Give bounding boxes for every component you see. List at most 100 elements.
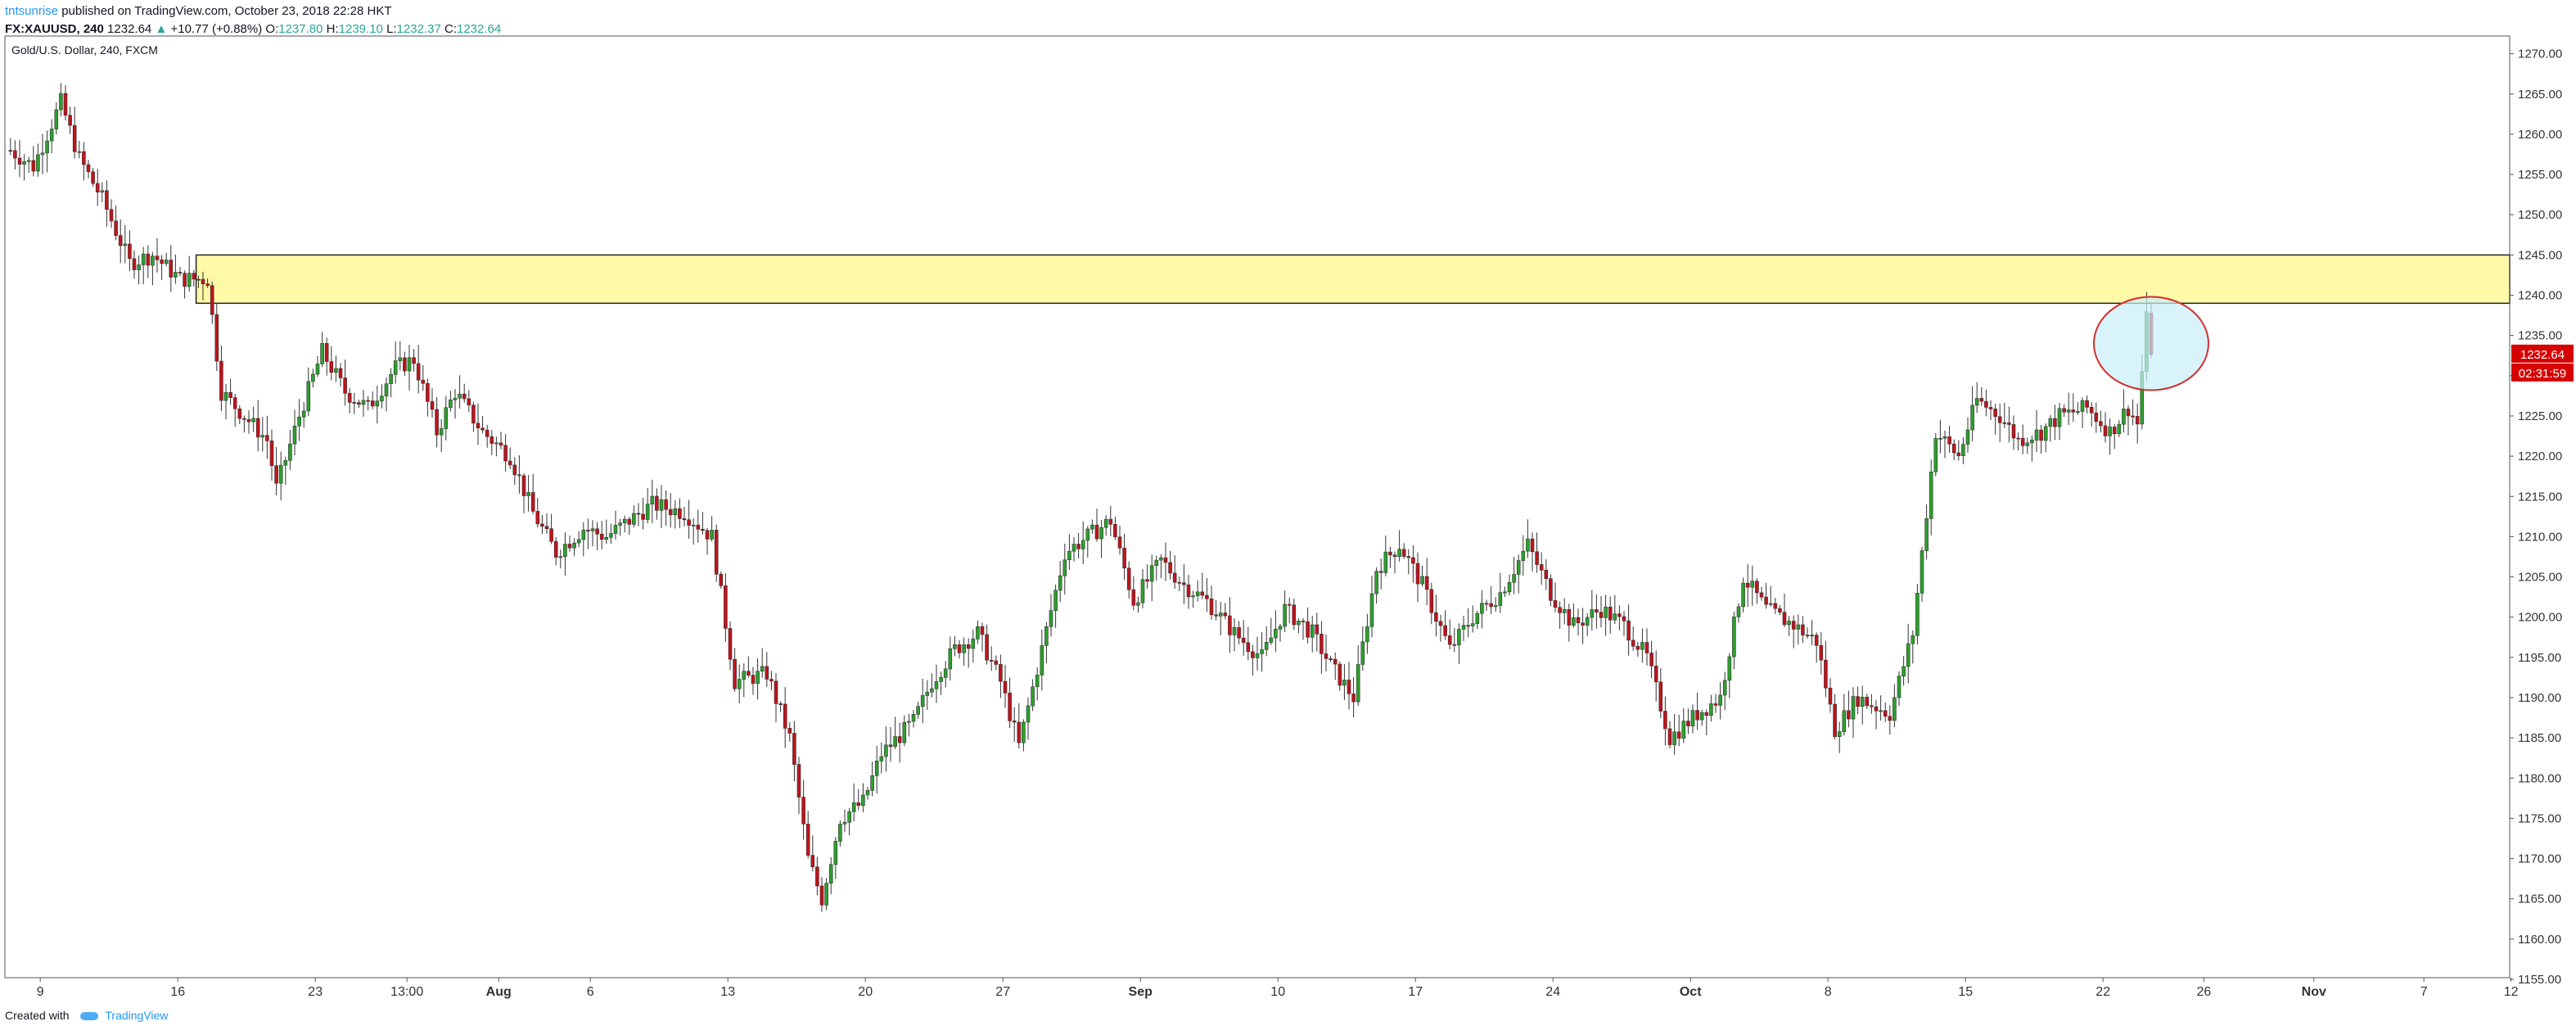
- candle-body: [494, 442, 499, 445]
- candle-body: [769, 679, 774, 682]
- candle-body: [696, 524, 701, 530]
- candle-body: [219, 360, 223, 401]
- candle-body: [237, 408, 242, 419]
- candle-body: [1310, 624, 1315, 638]
- author-link[interactable]: tntsunrise: [5, 4, 59, 18]
- candle-body: [1320, 634, 1324, 654]
- candle-body: [530, 492, 535, 512]
- candle-body: [1369, 593, 1374, 627]
- time-tick-label: 26: [2197, 985, 2212, 999]
- candle-body: [724, 585, 728, 629]
- candle-body: [1140, 579, 1145, 603]
- candle-body: [512, 464, 517, 476]
- candle-body: [2025, 442, 2030, 446]
- time-tick-label: 20: [858, 985, 873, 999]
- candle-body: [1572, 617, 1576, 626]
- candle-body: [1915, 593, 1920, 636]
- last-price-tag: [2511, 344, 2574, 363]
- candle-body: [879, 756, 884, 762]
- candle-body: [897, 736, 902, 743]
- candle-body: [49, 129, 54, 142]
- candle-body: [100, 190, 105, 192]
- candle-body: [888, 744, 893, 748]
- candle-body: [1383, 551, 1388, 573]
- candle-body: [449, 400, 453, 409]
- candle-body: [842, 821, 847, 825]
- candle-body: [1956, 452, 1961, 456]
- tradingview-link[interactable]: TradingView: [105, 1009, 169, 1022]
- candle-body: [192, 273, 196, 280]
- candle-body: [1315, 624, 1320, 635]
- candle-body: [1507, 581, 1512, 593]
- candle-body: [1232, 627, 1237, 635]
- candle-body: [650, 495, 655, 504]
- candle-body: [471, 405, 476, 424]
- time-tick-label: 22: [2096, 985, 2110, 999]
- candle-body: [1457, 629, 1461, 645]
- candle-body: [1186, 584, 1191, 598]
- price-tick-label: 1220.00: [2518, 450, 2562, 463]
- candle-body: [2089, 407, 2094, 414]
- candle-body: [966, 644, 971, 649]
- candle-body: [398, 357, 403, 361]
- candle-body: [1195, 591, 1200, 596]
- open-label: O:: [265, 22, 279, 36]
- chart-frame: [4, 35, 2511, 979]
- candle-body: [2071, 409, 2076, 413]
- high-value: 1239.10: [338, 22, 383, 36]
- candle-body: [1667, 728, 1672, 745]
- candle-body: [733, 658, 737, 689]
- candle-body: [380, 395, 384, 402]
- candle-body: [2062, 408, 2066, 413]
- candle-body: [1269, 637, 1274, 643]
- candle-body: [1035, 675, 1040, 687]
- price-tick-label: 1200.00: [2518, 611, 2562, 625]
- candle-body: [146, 253, 151, 266]
- candles: [8, 83, 2154, 912]
- candle-body: [999, 664, 1003, 682]
- candle-body: [1805, 635, 1810, 637]
- time-tick-label: Aug: [486, 985, 512, 999]
- candle-body: [1434, 612, 1438, 622]
- candle-body: [1360, 641, 1365, 665]
- candle-body: [1237, 627, 1241, 639]
- candle-body: [1558, 607, 1562, 613]
- candle-body: [1617, 613, 1622, 617]
- candle-body: [1893, 697, 1897, 721]
- time-tick-label: 9: [37, 985, 44, 999]
- price-tick-label: 1270.00: [2518, 47, 2562, 61]
- candle-body: [526, 492, 530, 496]
- time-axis[interactable]: 9 16 23 13:00 Aug 6 13 20 27 Sep 10 17 24 Oct 8 15 22 26 N…: [5, 977, 2519, 999]
- candle-body: [1406, 556, 1411, 558]
- candle-body: [751, 675, 756, 685]
- candle-body: [787, 728, 792, 734]
- candle-body: [1997, 416, 2002, 423]
- candle-body: [801, 797, 805, 825]
- candle-body: [301, 410, 306, 418]
- candle-body: [705, 530, 710, 540]
- candle-body: [1649, 653, 1653, 667]
- price-tick-label: 1255.00: [2518, 168, 2562, 182]
- price-axis[interactable]: 1155.00 1160.00 1165.00 1170.00 1175.00 1180.…: [2509, 36, 2562, 987]
- candle-body: [948, 648, 953, 670]
- candle-body: [1241, 637, 1246, 644]
- candle-body: [370, 400, 375, 407]
- candle-body: [1929, 471, 1933, 519]
- candle-body: [865, 790, 870, 796]
- candle-body: [2135, 416, 2140, 425]
- candle-body: [1933, 438, 1938, 472]
- candle-body: [1420, 576, 1424, 585]
- candle-body: [114, 220, 118, 236]
- candle-body: [668, 508, 673, 516]
- candle-body: [549, 528, 553, 542]
- candle-body: [719, 573, 724, 586]
- candle-body: [1209, 598, 1214, 616]
- candle-body: [1067, 550, 1071, 561]
- candle-body: [1768, 603, 1773, 605]
- time-tick-label: 13: [720, 985, 735, 999]
- candle-body: [833, 841, 838, 866]
- candle-body: [426, 382, 430, 402]
- candle-body: [1452, 644, 1457, 646]
- candle-body: [581, 530, 586, 540]
